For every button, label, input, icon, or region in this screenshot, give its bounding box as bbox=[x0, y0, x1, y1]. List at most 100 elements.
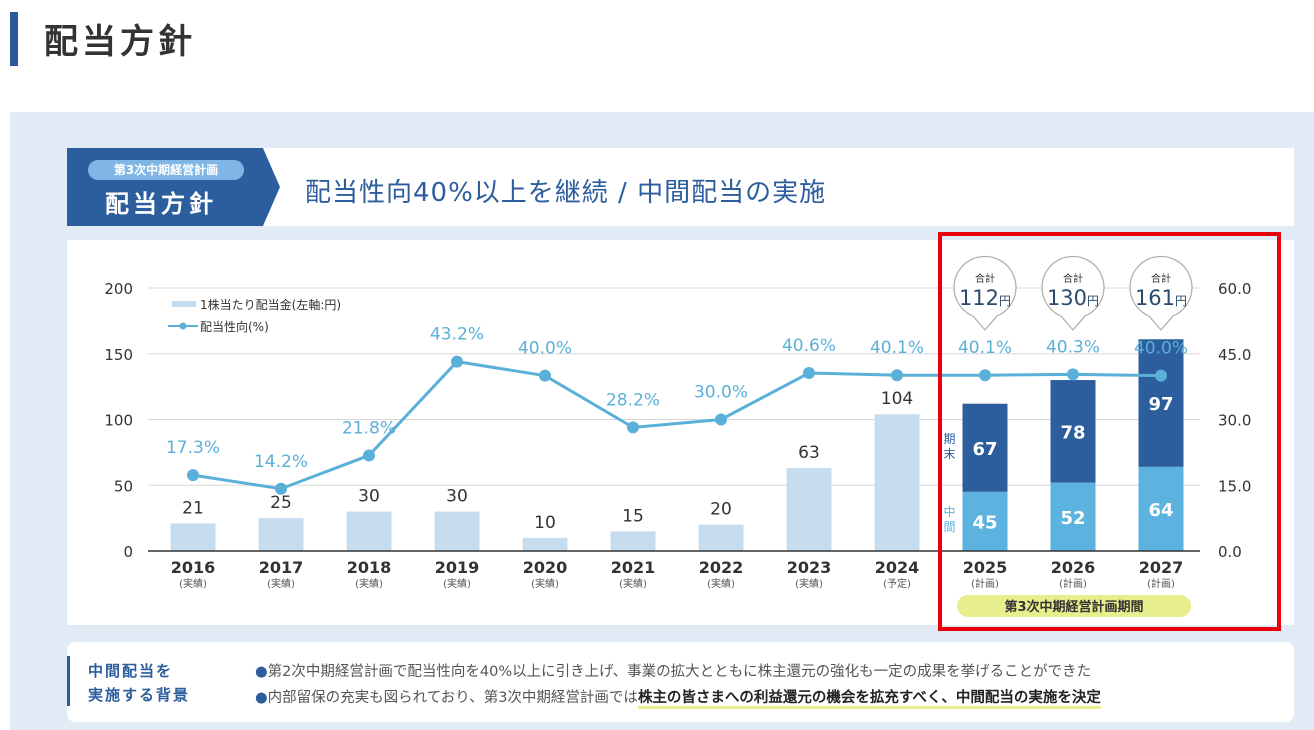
dividend-bar bbox=[874, 414, 920, 551]
category-label: 2016 bbox=[171, 558, 216, 577]
total-amount: 130 bbox=[1047, 286, 1087, 310]
dividend-label: 104 bbox=[881, 389, 913, 409]
final-side-label: 期 bbox=[943, 432, 955, 446]
interim-bar bbox=[1050, 482, 1096, 551]
total-unit: 円 bbox=[999, 294, 1011, 308]
total-unit: 円 bbox=[1087, 294, 1099, 308]
line2-emphasis: 株主の皆さまへの利益還元の機会を拡充すべく、中間配当の実施を決定 bbox=[637, 690, 1101, 709]
payout-point bbox=[539, 369, 551, 382]
legend-bar-swatch bbox=[172, 301, 196, 307]
background-heading-1: 中間配当を bbox=[88, 662, 174, 680]
dividend-bar bbox=[258, 518, 304, 551]
interim-bar bbox=[1138, 466, 1184, 551]
final-bar bbox=[1050, 380, 1096, 483]
right-axis-tick: 30.0 bbox=[1218, 412, 1251, 430]
payout-point bbox=[187, 469, 199, 482]
total-value: 130円 bbox=[1047, 286, 1099, 310]
left-axis-tick: 50 bbox=[114, 477, 133, 495]
payout-point bbox=[715, 413, 727, 426]
dividend-bar bbox=[610, 531, 656, 551]
interim-label: 52 bbox=[1060, 508, 1085, 529]
interim-label: 45 bbox=[972, 512, 997, 533]
payout-label: 40.6% bbox=[782, 336, 836, 356]
payout-point bbox=[275, 482, 287, 495]
payout-label: 43.2% bbox=[430, 325, 484, 345]
right-axis-tick: 0.0 bbox=[1218, 543, 1242, 561]
interim-side-label: 間 bbox=[943, 520, 955, 534]
payout-point bbox=[451, 355, 463, 368]
category-note: (実績) bbox=[795, 577, 823, 590]
payout-point bbox=[627, 421, 639, 434]
total-unit: 円 bbox=[1175, 294, 1187, 308]
right-axis-tick: 60.0 bbox=[1218, 280, 1251, 298]
dividend-label: 63 bbox=[798, 443, 820, 463]
payout-label: 40.0% bbox=[518, 339, 572, 359]
total-amount: 161 bbox=[1135, 286, 1175, 310]
total-callout-bubble bbox=[1129, 255, 1193, 331]
interim-side-label: 中 bbox=[943, 504, 955, 519]
left-axis-tick: 200 bbox=[104, 280, 133, 298]
background-box bbox=[67, 642, 1294, 722]
category-note: (実績) bbox=[531, 577, 559, 590]
background-accent-bar bbox=[67, 656, 70, 706]
category-note: (計画) bbox=[1147, 577, 1175, 590]
payout-label: 17.3% bbox=[166, 438, 220, 458]
payout-point bbox=[1155, 369, 1167, 382]
background-heading-2: 実施する背景 bbox=[88, 686, 191, 704]
dividend-bar bbox=[170, 523, 216, 551]
dividend-label: 20 bbox=[710, 500, 732, 520]
final-bar bbox=[1138, 339, 1184, 467]
final-label: 67 bbox=[972, 439, 997, 460]
final-side-label: 末 bbox=[943, 447, 955, 461]
category-note: (計画) bbox=[971, 577, 999, 590]
category-note: (計画) bbox=[1059, 577, 1087, 590]
payout-point bbox=[363, 449, 375, 462]
line2-text: 内部留保の充実も図られており、第3次中期経営計画では bbox=[267, 690, 638, 706]
total-caption: 合計 bbox=[1151, 272, 1171, 285]
plan-tag: 第3次中期経営計画 bbox=[88, 160, 244, 180]
interim-label: 64 bbox=[1148, 500, 1173, 521]
total-amount: 112 bbox=[959, 286, 999, 310]
dividend-label: 30 bbox=[358, 487, 380, 507]
right-axis-tick: 45.0 bbox=[1218, 346, 1251, 364]
category-note: (実績) bbox=[355, 577, 383, 590]
dividend-bar bbox=[698, 524, 744, 551]
category-note: (実績) bbox=[619, 577, 647, 590]
dividend-label: 15 bbox=[622, 506, 644, 526]
dividend-label: 25 bbox=[270, 493, 292, 513]
payout-line bbox=[192, 360, 1162, 491]
payout-point bbox=[1067, 368, 1079, 381]
payout-point bbox=[891, 369, 903, 382]
dividend-bar bbox=[522, 537, 568, 551]
dividend-bar bbox=[346, 511, 392, 551]
final-label: 78 bbox=[1060, 422, 1085, 443]
dividend-bar bbox=[434, 511, 480, 551]
category-label: 2017 bbox=[259, 558, 304, 577]
left-axis-tick: 150 bbox=[104, 346, 133, 364]
category-label: 2027 bbox=[1139, 558, 1184, 577]
left-axis-tick: 0 bbox=[123, 543, 133, 561]
category-label: 2025 bbox=[963, 558, 1008, 577]
banner-label: 配当方針 bbox=[105, 190, 217, 218]
highlight-box bbox=[938, 232, 1281, 631]
payout-label: 14.2% bbox=[254, 452, 308, 472]
payout-label: 21.8% bbox=[342, 418, 396, 438]
category-note: (実績) bbox=[707, 577, 735, 590]
period-badge bbox=[957, 595, 1191, 617]
payout-label: 40.1% bbox=[870, 338, 924, 358]
title-accent-bar bbox=[10, 12, 18, 66]
dividend-label: 10 bbox=[534, 513, 556, 533]
total-caption: 合計 bbox=[1063, 272, 1083, 285]
payout-label: 40.1% bbox=[958, 338, 1012, 358]
payout-label: 30.0% bbox=[694, 383, 748, 403]
right-axis-tick: 15.0 bbox=[1218, 477, 1251, 495]
payout-label: 40.3% bbox=[1046, 337, 1100, 357]
category-label: 2024 bbox=[875, 558, 920, 577]
dividend-label: 21 bbox=[182, 498, 204, 518]
payout-point bbox=[979, 369, 991, 382]
category-note: (実績) bbox=[179, 577, 207, 590]
dividend-label: 30 bbox=[446, 487, 468, 507]
total-value: 161円 bbox=[1135, 286, 1187, 310]
left-axis-tick: 100 bbox=[104, 412, 133, 430]
